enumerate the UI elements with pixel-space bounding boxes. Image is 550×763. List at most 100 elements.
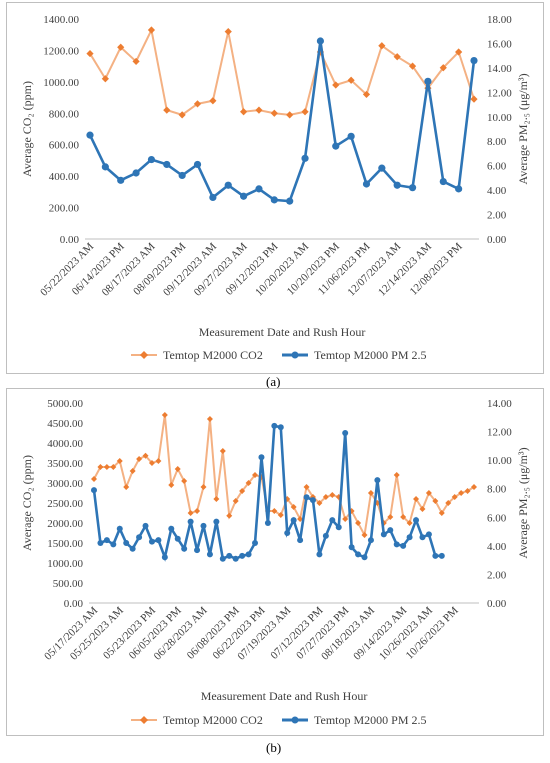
chart-panel-a: 0.00 200.00 400.00 600.00 800.00 1000.00 1200.…: [6, 2, 544, 374]
co2-point: [116, 458, 123, 464]
co2-point: [91, 476, 97, 482]
co2-point: [245, 480, 252, 486]
series-line-1: [88, 40, 476, 203]
pm25-point: [400, 542, 407, 549]
y-left-tick-label: 2000.00: [47, 518, 83, 530]
pm25-point: [136, 534, 143, 541]
legend-entry-0: Temtop M2000 CO2: [163, 713, 263, 727]
x-axis-title: Measurement Date and Rush Hour: [201, 689, 368, 703]
co2-point: [316, 48, 324, 56]
co2-point: [286, 111, 294, 119]
y-left-tick-label: 400.00: [49, 171, 80, 183]
co2-point: [400, 514, 407, 520]
pm25-point: [270, 196, 278, 204]
pm25-point: [245, 551, 252, 558]
pm25-point: [178, 171, 186, 180]
pm25-point: [86, 131, 94, 139]
pm25-point: [297, 537, 304, 544]
pm25-point: [193, 160, 202, 169]
y-left-tick-label: 1000.00: [47, 558, 83, 570]
co2-point: [103, 464, 110, 470]
pm25-point: [424, 77, 432, 85]
pm25-point: [252, 540, 259, 546]
y-right-tick-label: 4.00: [487, 541, 507, 553]
co2-point: [226, 512, 233, 519]
co2-point: [378, 42, 386, 50]
co2-point: [142, 452, 149, 459]
x-tick-label: 12/14/2023 AM: [376, 240, 434, 298]
y-right-tick-label: 6.00: [487, 512, 507, 524]
pm25-point: [301, 154, 309, 162]
pm25-point: [194, 547, 201, 554]
pm25-point: [316, 551, 323, 558]
pm25-point: [309, 497, 316, 504]
co2-point: [438, 510, 445, 516]
co2-point: [471, 484, 477, 490]
co2-point: [213, 496, 220, 502]
legend-entry-1: Temtop M2000 PM 2.5: [314, 348, 427, 362]
pm25-point: [284, 530, 291, 536]
chart-a-svg: 0.00 200.00 400.00 600.00 800.00 1000.00 1200.…: [20, 14, 530, 362]
co2-point: [301, 108, 309, 116]
y-right-tick-label: 12.00: [487, 427, 512, 439]
pm25-point: [347, 132, 355, 140]
co2-point: [277, 512, 284, 518]
y-left-tick-label: 2500.00: [47, 498, 83, 510]
pm25-point: [132, 169, 140, 177]
co2-point: [209, 97, 217, 105]
x-tick-label: 12/07/2023 AM: [345, 240, 403, 298]
x-tick-label: 10/20/2023 AM: [253, 240, 311, 298]
co2-point: [432, 498, 439, 504]
x-tick-label: 08/17/2023 AM: [100, 240, 158, 298]
co2-point: [451, 494, 458, 500]
pm25-point: [432, 552, 439, 559]
y-right-tick-label: 2.00: [487, 569, 507, 581]
caption-b-text: (b): [266, 740, 282, 755]
pm25-point: [209, 193, 217, 202]
pm25-point: [258, 454, 265, 461]
y-left-tick-label: 3500.00: [47, 458, 83, 470]
y-right-tick-label: 6.00: [487, 161, 507, 173]
co2-point: [316, 500, 323, 506]
pm25-point: [174, 535, 181, 542]
chart-panel-b: 0.00 500.00 1000.00 1500.00 2000.00 2500.00 30…: [6, 388, 544, 736]
y-left-tick-label: 200.00: [49, 203, 80, 215]
pm25-point: [110, 541, 117, 548]
pm25-point: [303, 494, 310, 501]
co2-point: [439, 64, 447, 72]
pm25-point: [129, 545, 136, 552]
co2-point: [163, 106, 171, 114]
co2-point: [393, 472, 400, 478]
pm25-point: [425, 531, 432, 538]
x-tick-label: 09/27/2023 AM: [192, 240, 250, 298]
pm25-point: [271, 422, 278, 429]
y-right-tick-label: 16.00: [487, 38, 512, 50]
y-right-axis-title: Average PM₂.₅ (μg/m³): [516, 73, 530, 184]
y-left-tick-label: 1000.00: [43, 77, 79, 89]
legend-marker-diamond: [140, 351, 148, 359]
co2-point: [458, 490, 465, 496]
pm25-point: [419, 534, 426, 541]
pm25-point: [362, 180, 371, 188]
pm25-point: [206, 551, 213, 558]
pm25-point: [213, 518, 220, 525]
chart-b-svg: 0.00 500.00 1000.00 1500.00 2000.00 2500.00 30…: [20, 398, 530, 727]
series-line-0: [89, 26, 475, 116]
panel-b-caption: (b): [266, 740, 281, 756]
y-right-tick-label: 4.00: [487, 185, 507, 197]
co2-point: [303, 484, 310, 490]
pm25-point: [97, 540, 104, 546]
co2-point: [271, 508, 278, 514]
y-right-tick-label: 18.00: [487, 14, 512, 26]
y-right-tick-label: 2.00: [487, 210, 507, 222]
co2-point: [406, 520, 413, 526]
pm25-point: [329, 517, 336, 524]
pm25-point: [387, 527, 394, 534]
pm25-point: [101, 163, 109, 171]
co2-point: [362, 90, 371, 99]
pm25-point: [439, 177, 447, 186]
pm25-point: [239, 552, 246, 559]
pm25-point: [406, 534, 413, 541]
co2-point: [255, 106, 263, 114]
pm25-point: [117, 176, 125, 184]
